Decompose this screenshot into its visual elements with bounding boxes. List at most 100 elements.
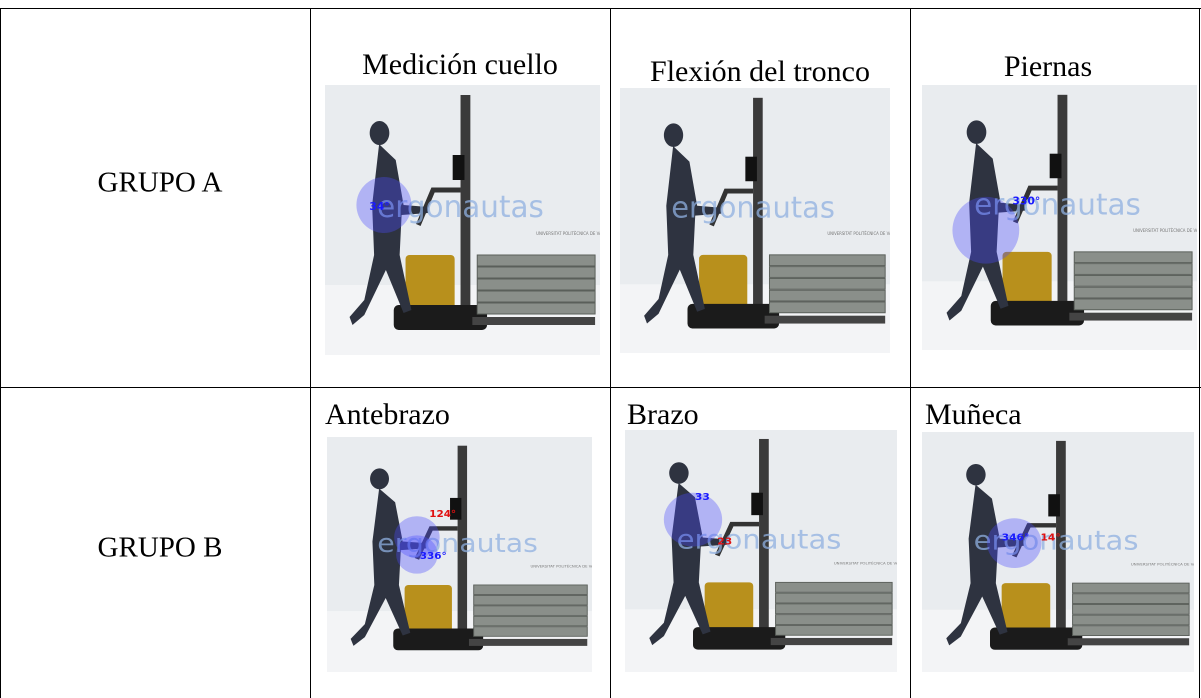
angle-label: 34° — [369, 200, 389, 213]
watermark-institution: UNIVERSITAT POLITÈCNICA DE VALÈNCIA — [536, 231, 600, 236]
forks — [468, 638, 588, 646]
base — [693, 627, 786, 650]
watermark-institution: UNIVERSITAT POLITÈCNICA DE VALÈNCIA — [1133, 228, 1197, 233]
pallet-layer — [768, 277, 886, 290]
forks — [472, 317, 596, 325]
mast — [1056, 440, 1066, 646]
pallet-layer — [1073, 263, 1193, 275]
border — [910, 8, 911, 698]
forks — [1067, 638, 1190, 646]
display — [745, 156, 757, 182]
display — [1049, 153, 1062, 179]
angle-circle — [987, 518, 1042, 568]
watermark-institution: UNIVERSITAT POLITÈCNICA DE VALÈNCIA — [530, 564, 592, 569]
pallet-layer — [1073, 274, 1193, 287]
angle-label: 14° — [1041, 532, 1061, 543]
base — [687, 303, 780, 329]
angle-label: 346° — [1002, 532, 1030, 543]
forks — [1069, 312, 1193, 321]
pallet-layer — [476, 266, 596, 279]
pallet-layer — [775, 614, 893, 625]
pallet-layer — [1072, 593, 1190, 604]
pallet-layer — [768, 254, 886, 267]
cell-label: Brazo — [627, 398, 699, 431]
illustration: ergonautas UNIVERSITAT POLITÈCNICA DE VAL… — [922, 85, 1197, 350]
angle-circle — [663, 492, 723, 547]
pallet-layer — [768, 289, 886, 302]
base — [990, 300, 1085, 326]
pallet-layer — [775, 592, 893, 604]
cell-label: Flexión del tronco — [650, 55, 870, 88]
border — [1199, 8, 1200, 698]
cell-label: Piernas — [1003, 50, 1093, 83]
pallet-layer — [1072, 614, 1190, 626]
border — [0, 8, 1, 698]
operator — [649, 462, 727, 646]
pallet-layer — [1072, 625, 1190, 636]
mast — [1057, 94, 1068, 321]
display — [751, 492, 763, 516]
mast — [457, 445, 468, 646]
cell-label: Medición cuello — [362, 48, 558, 81]
cell-label: Antebrazo — [325, 398, 450, 431]
forks — [770, 637, 893, 646]
illustration: ergonautas UNIVERSITAT POLITÈCNICA DE VAL… — [325, 85, 600, 355]
pallet-layer — [768, 301, 886, 314]
group-label: GRUPO A — [97, 166, 223, 199]
motor-body — [1002, 251, 1052, 306]
angle-circle — [952, 196, 1020, 264]
display — [1048, 494, 1060, 517]
operator — [350, 468, 427, 646]
motor-body — [699, 254, 748, 309]
mast — [753, 97, 763, 324]
pallet-layer — [1073, 286, 1193, 299]
pallet-layer — [473, 594, 588, 606]
pallet-layer — [775, 624, 893, 636]
watermark-logo: ergonautas — [671, 190, 835, 224]
cell-label: Muñeca — [925, 398, 1022, 431]
operator — [946, 120, 1026, 321]
base — [393, 628, 484, 651]
illustration: ergonautas UNIVERSITAT POLITÈCNICA DE VAL… — [625, 430, 897, 672]
pallet-layer — [1073, 298, 1193, 311]
mast — [460, 95, 471, 325]
illustration: ergonautas UNIVERSITAT POLITÈCNICA DE VAL… — [620, 88, 890, 353]
motor-body — [704, 582, 754, 632]
pallet-layer — [1072, 603, 1190, 615]
watermark-logo: ergonautas — [974, 525, 1139, 557]
mast — [759, 438, 769, 646]
border — [0, 387, 1201, 388]
watermark-logo: ergonautas — [677, 523, 842, 555]
illustration: ergonautas UNIVERSITAT POLITÈCNICA DE VAL… — [922, 432, 1194, 672]
border — [610, 8, 611, 698]
watermark-logo: ergonautas — [974, 188, 1141, 222]
operator — [349, 121, 429, 325]
angle-label: 124° — [429, 509, 456, 520]
pallet-layer — [775, 581, 893, 593]
motor-body — [405, 255, 455, 310]
group-label: GRUPO B — [97, 531, 223, 564]
illustration: ergonautas UNIVERSITAT POLITÈCNICA DE VAL… — [327, 437, 592, 672]
motor-body — [404, 584, 452, 633]
watermark-institution: UNIVERSITAT POLITÈCNICA DE VALÈNCIA — [834, 561, 897, 566]
operator — [946, 464, 1024, 646]
pallet-layer — [1072, 582, 1190, 594]
base — [393, 305, 488, 330]
border — [310, 8, 311, 698]
pallet-layer — [473, 615, 588, 627]
watermark-logo: ergonautas — [377, 529, 538, 559]
operator — [644, 123, 722, 324]
base — [990, 627, 1083, 650]
pallet-layer — [476, 290, 596, 303]
angle-circle — [396, 535, 438, 574]
angle-label: 23 — [717, 536, 732, 548]
watermark-logo: ergonautas — [377, 190, 544, 225]
pallet-layer — [768, 266, 886, 278]
pallet-layer — [476, 302, 596, 315]
display — [450, 497, 462, 520]
pallet-layer — [473, 605, 588, 616]
angle-circle — [394, 516, 440, 558]
motor-body — [1001, 583, 1051, 632]
watermark-institution: UNIVERSITAT POLITÈCNICA DE VALÈNCIA — [827, 231, 890, 236]
